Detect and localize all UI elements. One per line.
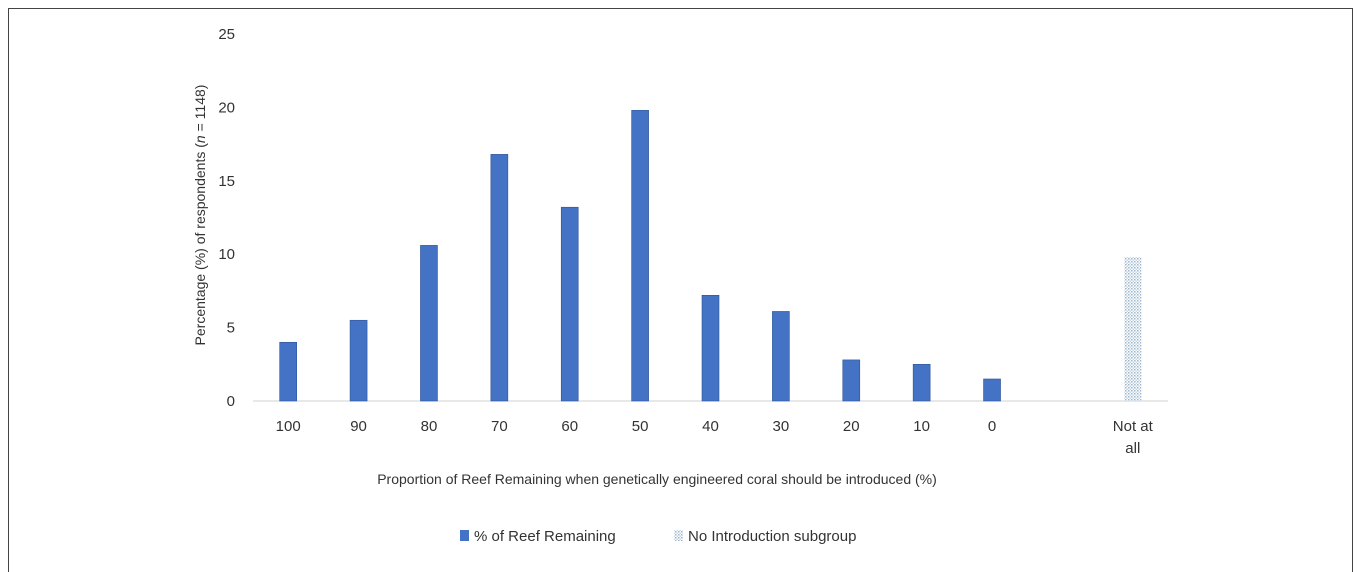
y-tick-label: 25	[218, 26, 235, 43]
x-tick-label: 10	[913, 418, 930, 435]
x-tick-label-line: 100	[276, 418, 301, 435]
bars	[279, 110, 1142, 402]
bar-reef-remaining-0	[983, 378, 1001, 402]
bar-reef-remaining-20	[842, 359, 861, 402]
legend-swatch-reef-remaining	[460, 530, 469, 541]
bar-no-introduction-not-at-all	[1124, 257, 1142, 401]
bar-reef-remaining-30	[772, 311, 790, 402]
legend: % of Reef Remaining No Introduction subg…	[460, 528, 856, 545]
bar-reef-remaining-80	[420, 245, 438, 402]
x-tick-label: 90	[350, 418, 367, 435]
x-tick-label-line: Not at	[1113, 418, 1154, 435]
y-tick-label: 5	[227, 320, 235, 337]
bar-reef-remaining-50	[631, 110, 649, 402]
bar-reef-remaining-90	[349, 319, 368, 402]
x-axis-title: Proportion of Reef Remaining when geneti…	[377, 471, 937, 487]
legend-label-no-introduction: No Introduction subgroup	[688, 528, 856, 545]
y-axis-ticks: 0 5 10 15 20 25	[218, 26, 235, 410]
bar-reef-remaining-100	[279, 341, 297, 402]
x-tick-label-line: 50	[632, 418, 649, 435]
bar-reef-remaining-60	[560, 206, 579, 402]
x-tick-label-line: 80	[421, 418, 438, 435]
x-tick-label-line: 30	[773, 418, 790, 435]
y-axis-title: Percentage (%) of respondents (n = 1148)	[192, 85, 208, 346]
x-tick-label: Not at all	[1113, 418, 1154, 457]
chart-frame	[8, 8, 1353, 572]
x-tick-label: 70	[491, 418, 508, 435]
x-tick-label: 50	[632, 418, 649, 435]
legend-swatch-no-introduction	[674, 530, 683, 541]
x-tick-label: 100	[276, 418, 301, 435]
x-tick-label: 60	[561, 418, 578, 435]
x-tick-label-line: 10	[913, 418, 930, 435]
x-tick-label-line: all	[1125, 440, 1140, 457]
y-tick-label: 15	[218, 173, 235, 190]
x-tick-label: 40	[702, 418, 719, 435]
x-tick-label-line: 40	[702, 418, 719, 435]
x-tick-label-line: 90	[350, 418, 367, 435]
bar-reef-remaining-10	[912, 363, 931, 402]
x-tick-label: 20	[843, 418, 860, 435]
y-tick-label: 20	[218, 99, 235, 116]
x-tick-label: 30	[773, 418, 790, 435]
y-tick-label: 10	[218, 246, 235, 263]
x-tick-label-line: 0	[988, 418, 996, 435]
y-tick-label: 0	[227, 393, 235, 410]
x-axis-ticks: 100 90 80 70 60 50 40 30 20 10 0 Not at all	[276, 418, 1154, 457]
x-tick-label-line: 70	[491, 418, 508, 435]
x-tick-label-line: 20	[843, 418, 860, 435]
x-tick-label: 0	[988, 418, 996, 435]
legend-label-reef-remaining: % of Reef Remaining	[474, 528, 616, 545]
bar-reef-remaining-40	[701, 295, 720, 402]
bar-reef-remaining-70	[490, 154, 509, 402]
x-tick-label-line: 60	[561, 418, 578, 435]
x-tick-label: 80	[421, 418, 438, 435]
